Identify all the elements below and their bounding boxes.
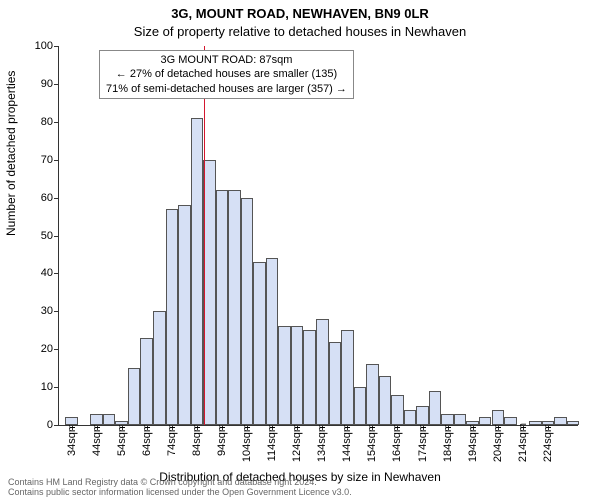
y-tick-label: 90: [23, 78, 53, 90]
y-tick-label: 40: [23, 267, 53, 279]
histogram-bar: [366, 364, 379, 425]
y-axis-label: Number of detached properties: [4, 71, 18, 236]
histogram-bar: [115, 421, 128, 425]
x-tick-label: 174sqm: [417, 423, 429, 462]
y-tick-mark: [54, 46, 59, 47]
histogram-bar: [316, 319, 329, 425]
histogram-bar: [479, 417, 492, 425]
histogram-bar: [128, 368, 141, 425]
histogram-bar: [429, 391, 442, 425]
x-tick-label: 94sqm: [216, 423, 228, 456]
y-tick-label: 60: [23, 192, 53, 204]
x-tick-label: 124sqm: [291, 423, 303, 462]
histogram-bar: [441, 414, 454, 425]
y-tick-mark: [54, 273, 59, 274]
histogram-bar: [416, 406, 429, 425]
y-tick-mark: [54, 160, 59, 161]
histogram-bar: [178, 205, 191, 425]
footer-line-2: Contains public sector information licen…: [8, 488, 352, 498]
histogram-bar: [329, 342, 342, 425]
x-tick-label: 194sqm: [467, 423, 479, 462]
annotation-line-2: ← 27% of detached houses are smaller (13…: [106, 67, 347, 81]
y-tick-mark: [54, 122, 59, 123]
y-tick-mark: [54, 425, 59, 426]
histogram-bar: [65, 417, 78, 425]
y-tick-label: 10: [23, 381, 53, 393]
y-tick-label: 20: [23, 343, 53, 355]
histogram-bar: [153, 311, 166, 425]
chart-container: 3G, MOUNT ROAD, NEWHAVEN, BN9 0LR Size o…: [0, 0, 600, 500]
x-tick-label: 144sqm: [341, 423, 353, 462]
histogram-bar: [542, 421, 555, 425]
histogram-bar: [354, 387, 367, 425]
y-tick-mark: [54, 311, 59, 312]
x-tick-label: 154sqm: [366, 423, 378, 462]
plot-area: 010203040506070809010034sqm44sqm54sqm64s…: [58, 46, 578, 426]
histogram-bar: [454, 414, 467, 425]
footer-attribution: Contains HM Land Registry data © Crown c…: [8, 478, 352, 498]
histogram-bar: [140, 338, 153, 425]
histogram-bar: [504, 417, 517, 425]
histogram-bar: [191, 118, 204, 425]
histogram-bar: [103, 414, 116, 425]
x-tick-label: 224sqm: [542, 423, 554, 462]
histogram-bar: [466, 421, 479, 425]
histogram-bar: [216, 190, 229, 425]
x-tick-label: 44sqm: [91, 423, 103, 456]
x-tick-label: 134sqm: [316, 423, 328, 462]
x-tick-label: 54sqm: [116, 423, 128, 456]
chart-title: 3G, MOUNT ROAD, NEWHAVEN, BN9 0LR: [0, 6, 600, 21]
histogram-bar: [492, 410, 505, 425]
x-tick-label: 104sqm: [241, 423, 253, 462]
histogram-bar: [567, 421, 580, 425]
histogram-bar: [291, 326, 304, 425]
histogram-bar: [529, 421, 542, 425]
annotation-box: 3G MOUNT ROAD: 87sqm← 27% of detached ho…: [99, 50, 354, 99]
histogram-bar: [379, 376, 392, 425]
histogram-bar: [228, 190, 241, 425]
x-tick-label: 114sqm: [266, 423, 278, 461]
y-tick-label: 80: [23, 116, 53, 128]
annotation-line-3: 71% of semi-detached houses are larger (…: [106, 82, 347, 96]
marker-line: [204, 46, 205, 425]
x-tick-label: 34sqm: [66, 423, 78, 456]
x-tick-label: 204sqm: [492, 423, 504, 462]
histogram-bar: [404, 410, 417, 425]
x-tick-label: 214sqm: [517, 423, 529, 462]
histogram-bar: [253, 262, 266, 425]
y-tick-label: 30: [23, 305, 53, 317]
y-tick-label: 100: [23, 40, 53, 52]
y-tick-mark: [54, 349, 59, 350]
histogram-bar: [341, 330, 354, 425]
y-tick-label: 70: [23, 154, 53, 166]
histogram-bar: [241, 198, 254, 425]
x-tick-label: 84sqm: [191, 423, 203, 456]
histogram-bar: [554, 417, 567, 425]
histogram-bar: [303, 330, 316, 425]
y-tick-mark: [54, 387, 59, 388]
y-tick-mark: [54, 236, 59, 237]
y-tick-mark: [54, 198, 59, 199]
y-tick-label: 0: [23, 419, 53, 431]
y-tick-label: 50: [23, 230, 53, 242]
x-tick-label: 164sqm: [391, 423, 403, 462]
histogram-bar: [391, 395, 404, 425]
histogram-bar: [166, 209, 179, 425]
histogram-bar: [278, 326, 291, 425]
histogram-bar: [266, 258, 279, 425]
x-tick-label: 184sqm: [442, 423, 454, 462]
x-tick-label: 64sqm: [141, 423, 153, 456]
histogram-bar: [90, 414, 103, 425]
annotation-line-1: 3G MOUNT ROAD: 87sqm: [106, 53, 347, 67]
chart-subtitle: Size of property relative to detached ho…: [0, 24, 600, 39]
x-tick-label: 74sqm: [166, 423, 178, 456]
y-tick-mark: [54, 84, 59, 85]
